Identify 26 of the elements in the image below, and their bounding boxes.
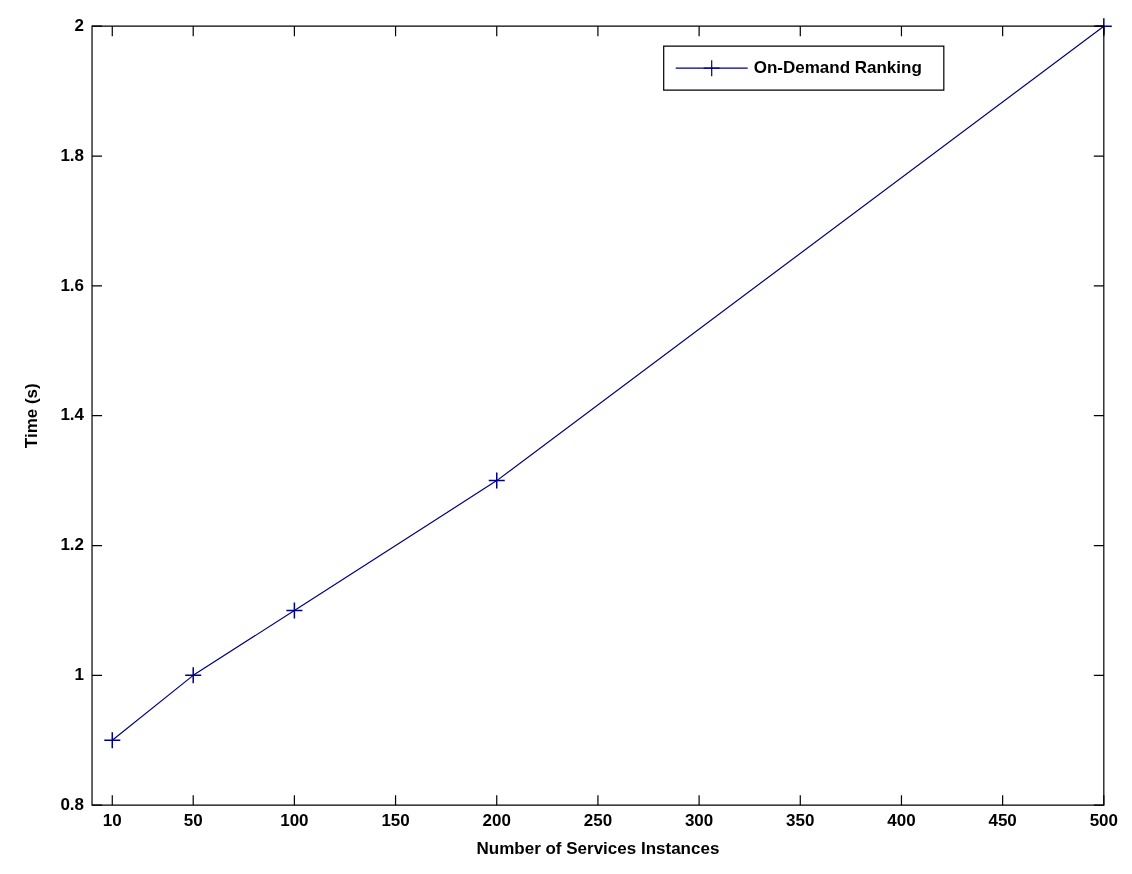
x-tick-label: 350	[786, 811, 815, 831]
x-tick-label: 150	[381, 811, 410, 831]
point	[184, 666, 202, 685]
y-tick-label: 1.6	[60, 275, 85, 295]
y-tick-label: 2	[74, 15, 85, 35]
x-tick-label: 10	[102, 811, 122, 831]
x-tick-label: 100	[280, 811, 309, 831]
point	[285, 601, 304, 620]
point	[103, 731, 122, 750]
y-tick-label: 1.4	[60, 405, 85, 425]
y-axis-title: Time (s)	[21, 383, 41, 449]
y-tick-label: 1.2	[60, 535, 85, 555]
y-tick-label: 0.8	[60, 794, 85, 814]
point	[1095, 17, 1113, 35]
y-tick-label: 1	[74, 665, 85, 685]
legend-label: On-Demand Ranking	[753, 57, 922, 77]
y-tick-label: 1.8	[60, 145, 85, 165]
x-tick-label: 450	[988, 811, 1017, 831]
x-tick-label: 400	[887, 811, 916, 831]
x-tick-label: 250	[583, 811, 613, 831]
x-tick-label: 50	[183, 811, 203, 831]
x-tick-label: 300	[684, 811, 714, 831]
x-tick-label: 200	[482, 811, 511, 831]
point	[488, 471, 506, 490]
x-axis-title: Number of Services Instances	[476, 839, 720, 859]
x-tick-label: 500	[1089, 811, 1119, 831]
